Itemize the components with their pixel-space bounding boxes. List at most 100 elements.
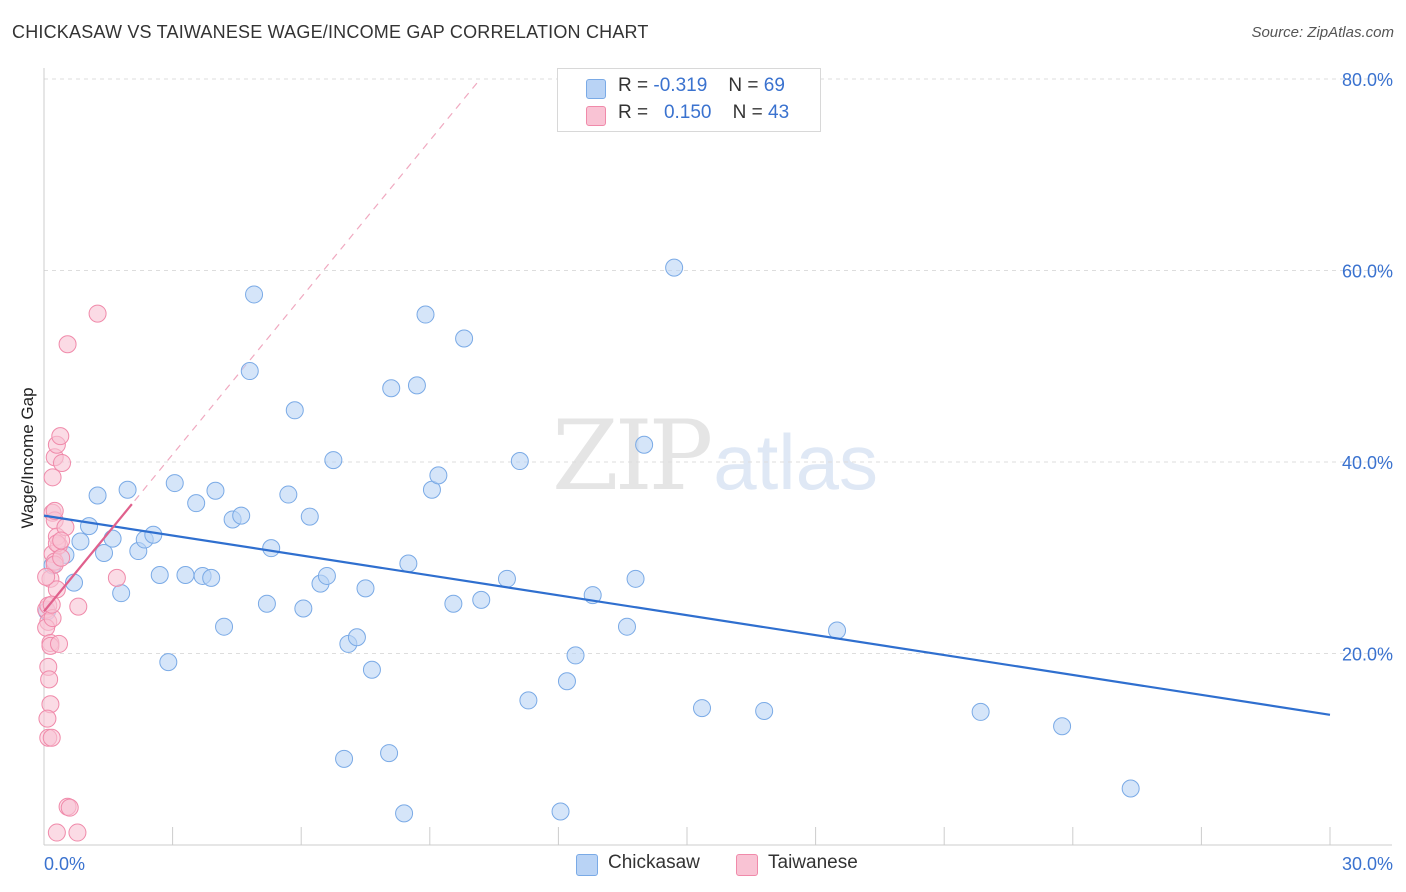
chickasaw-point (444, 594, 463, 613)
chickasaw-point (118, 480, 137, 499)
taiwanese-point (52, 548, 71, 567)
taiwanese-point (52, 531, 71, 550)
x-tick-label: 0.0% (44, 854, 85, 874)
chickasaw-point (285, 401, 304, 420)
chickasaw-point (294, 599, 313, 618)
chickasaw-point (80, 517, 99, 536)
y-tick-label: 20.0% (1342, 645, 1393, 665)
chickasaw-point (206, 481, 225, 500)
chickasaw-point (635, 435, 654, 454)
taiwanese-legend-label: Taiwanese (768, 852, 858, 873)
chickasaw-point (510, 452, 529, 471)
chickasaw-point (382, 379, 401, 398)
chickasaw-point (300, 507, 319, 526)
chickasaw-point (232, 506, 251, 525)
taiwanese-point (60, 798, 79, 817)
chickasaw-point (1053, 717, 1072, 736)
y-tick-label: 80.0% (1342, 70, 1393, 90)
chickasaw-point (356, 579, 375, 598)
chickasaw-point (245, 285, 264, 304)
chickasaw-point (103, 529, 122, 548)
chickasaw-point (112, 584, 131, 603)
chickasaw-point (262, 539, 281, 558)
chickasaw-point (497, 569, 516, 588)
n-label: N = (728, 75, 759, 96)
taiwanese-point (51, 427, 70, 446)
chickasaw-point (257, 594, 276, 613)
taiwanese-point (45, 501, 64, 520)
chickasaw-point (159, 653, 178, 672)
chickasaw-point (317, 566, 336, 585)
chickasaw-point (557, 672, 576, 691)
chickasaw-point (240, 362, 259, 381)
taiwanese-point (53, 453, 72, 472)
chickasaw-point (626, 569, 645, 588)
chickasaw-point (187, 494, 206, 513)
chickasaw-point (971, 702, 990, 721)
chickasaw-point (665, 258, 684, 277)
taiwanese-point (68, 823, 87, 842)
chickasaw-point (755, 701, 774, 720)
chickasaw-point (519, 691, 538, 710)
taiwanese-point (42, 595, 61, 614)
taiwanese-point (42, 728, 61, 747)
r-label: R = (618, 75, 649, 96)
taiwanese-point (88, 304, 107, 323)
chickasaw-point (202, 568, 221, 587)
chickasaw-point (472, 590, 491, 609)
chickasaw-point (150, 565, 169, 584)
taiwanese-point (38, 709, 57, 728)
chickasaw-point (347, 628, 366, 647)
source-label: Source: ZipAtlas.com (1251, 24, 1394, 41)
chickasaw-point (429, 466, 448, 485)
taiwanese-swatch (586, 106, 606, 126)
chickasaw-point (380, 744, 399, 763)
chickasaw-point (399, 554, 418, 573)
chickasaw-point (324, 451, 343, 470)
r-value: -0.319 (653, 75, 708, 96)
chickasaw-point (176, 565, 195, 584)
taiwanese-point (43, 468, 62, 487)
taiwanese-point (47, 823, 66, 842)
chickasaw-legend-label: Chickasaw (608, 852, 700, 873)
n-label: N = (732, 102, 763, 123)
chickasaw-legend-swatch (576, 854, 598, 876)
y-tick-label: 40.0% (1342, 453, 1393, 473)
chickasaw-point (165, 474, 184, 493)
chickasaw-point (1121, 779, 1140, 798)
chickasaw-point (88, 486, 107, 505)
chickasaw-point (279, 485, 298, 504)
chickasaw-point (551, 802, 570, 821)
n-value: 69 (763, 75, 785, 96)
chickasaw-trend-line (43, 514, 1331, 716)
taiwanese-point (50, 634, 69, 653)
chart-title: CHICKASAW VS TAIWANESE WAGE/INCOME GAP C… (12, 22, 649, 42)
chickasaw-point (407, 376, 426, 395)
chickasaw-point (71, 532, 90, 551)
taiwanese-trend-extension (43, 78, 481, 612)
watermark: ZIPatlas (552, 400, 878, 512)
correlation-legend: R = -0.319 N = 69 R = 0.150 N = 43 (557, 68, 821, 132)
chickasaw-point (395, 804, 414, 823)
taiwanese-point (40, 670, 59, 689)
chickasaw-point (95, 543, 114, 562)
chickasaw-point (335, 749, 354, 768)
taiwanese-point (37, 567, 56, 586)
chickasaw-point (416, 305, 435, 324)
watermark-zip: ZIP (552, 400, 713, 512)
chickasaw-point (215, 617, 234, 636)
taiwanese-point (58, 335, 77, 354)
r-label: R = (618, 102, 649, 123)
taiwanese-point (69, 597, 88, 616)
chickasaw-point (362, 660, 381, 679)
chickasaw-point (566, 646, 585, 665)
taiwanese-trend-line (43, 503, 133, 613)
n-value: 43 (768, 102, 790, 123)
chickasaw-point (617, 617, 636, 636)
chickasaw-point (455, 329, 474, 348)
chickasaw-point (693, 699, 712, 718)
x-tick-label: 30.0% (1342, 854, 1393, 874)
taiwanese-legend-swatch (736, 854, 758, 876)
y-tick-label: 60.0% (1342, 262, 1393, 282)
